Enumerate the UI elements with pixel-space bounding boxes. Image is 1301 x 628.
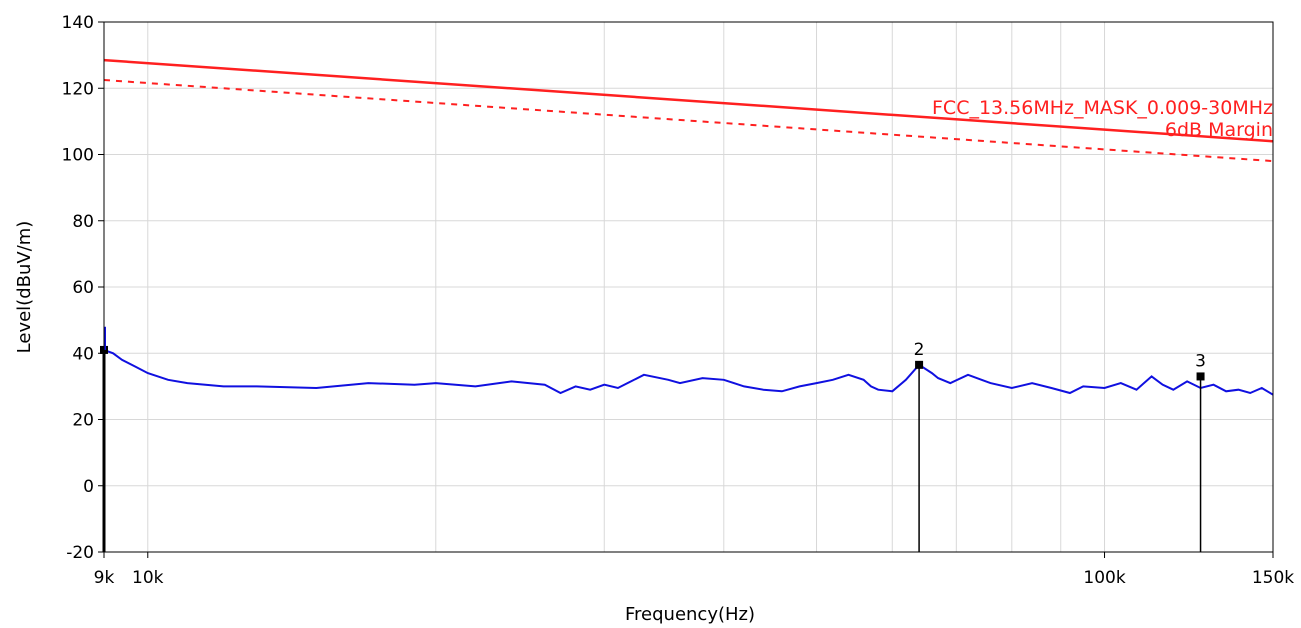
margin-line — [103, 79, 1274, 163]
y-tick-label: 60 — [72, 278, 94, 298]
x-tick-label: 9k — [94, 568, 115, 588]
series-lines — [103, 58, 1274, 396]
y-axis: -20 0 20 40 60 80 100 120 140 — [62, 13, 104, 563]
marker-point — [1196, 372, 1205, 381]
y-tick-label: 20 — [72, 411, 94, 431]
y-tick-label: 100 — [62, 146, 94, 166]
y-tick-label: -20 — [66, 543, 94, 563]
x-tick-label: 100k — [1083, 568, 1125, 588]
x-axis-label: Frequency(Hz) — [625, 604, 755, 625]
margin-line-label: 6dB Margin — [1165, 119, 1273, 141]
marker-point — [915, 360, 924, 369]
limit-line — [103, 58, 1274, 143]
limit-line-label: FCC_13.56MHz_MASK_0.009-30MHz — [932, 97, 1273, 119]
measurement-trace — [103, 348, 1274, 396]
x-axis: 9k 10k 100k 150k — [94, 552, 1294, 588]
marker-label: 2 — [914, 340, 925, 360]
y-tick-label: 120 — [62, 79, 94, 99]
y-tick-label: 0 — [83, 477, 94, 497]
markers: 23 — [100, 326, 1206, 552]
grid — [104, 21, 1273, 553]
y-tick-label: 140 — [62, 13, 94, 33]
x-tick-label: 10k — [132, 568, 164, 588]
y-tick-label: 40 — [72, 344, 94, 364]
marker-label: 3 — [1195, 351, 1206, 371]
y-axis-label: Level(dBuV/m) — [14, 221, 35, 354]
y-tick-label: 80 — [72, 212, 94, 232]
x-tick-label: 150k — [1252, 568, 1294, 588]
